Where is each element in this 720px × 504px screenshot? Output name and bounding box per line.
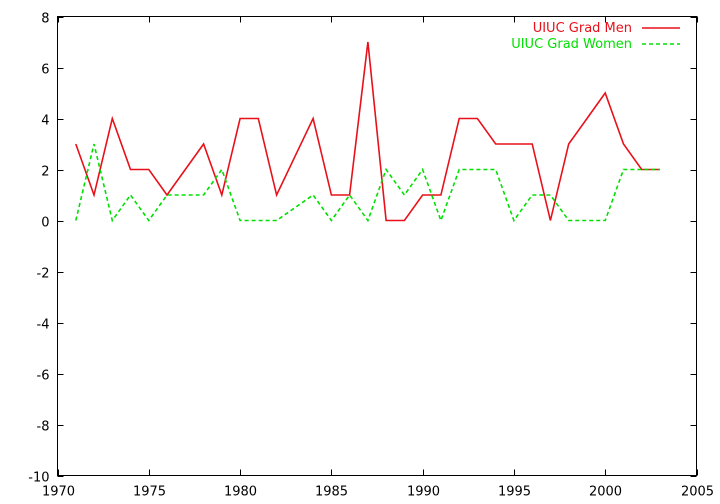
y-tick-label: 2 <box>41 165 49 180</box>
legend-label: UIUC Grad Women <box>511 37 632 52</box>
axis-tick-labels: 1970 1975 1980 1985 1990 1995 2000 2005 -10 -8 -6 -… <box>28 12 714 500</box>
y-tick-label: 0 <box>41 216 49 231</box>
plot-frame <box>57 16 697 476</box>
x-tick-label: 2000 <box>589 485 622 500</box>
x-tick-label: 1985 <box>315 485 348 500</box>
x-tick-label: 1975 <box>133 485 166 500</box>
axis-ticks <box>57 16 698 477</box>
series-layer <box>75 41 660 223</box>
series-line-2 <box>75 143 660 223</box>
x-tick-label: 2005 <box>681 485 714 500</box>
y-tick-label: -8 <box>37 420 50 435</box>
y-tick-label: 6 <box>41 63 49 78</box>
x-tick-label: 1990 <box>407 485 440 500</box>
series-line-1 <box>75 41 660 222</box>
legend-label: UIUC Grad Men <box>533 21 632 36</box>
x-tick-label: 1995 <box>498 485 531 500</box>
y-tick-label: -6 <box>37 369 50 384</box>
y-tick-label: -4 <box>37 318 50 333</box>
y-tick-label: 8 <box>41 12 49 27</box>
y-tick-label: -10 <box>28 471 49 486</box>
x-tick-label: 1970 <box>42 485 75 500</box>
y-tick-label: -2 <box>37 267 50 282</box>
y-tick-label: 4 <box>41 114 49 129</box>
x-tick-label: 1980 <box>224 485 257 500</box>
